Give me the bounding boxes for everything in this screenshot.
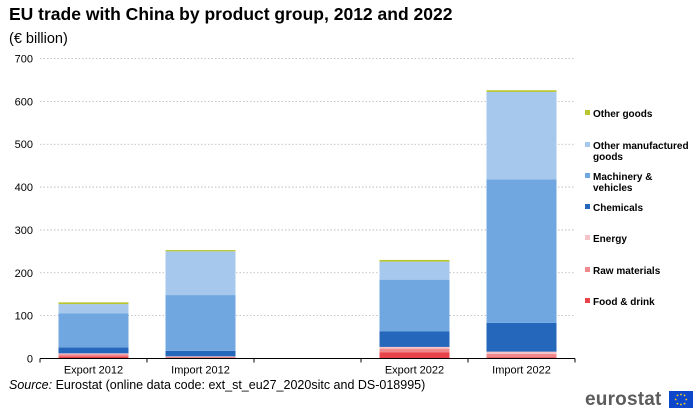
y-tick-label: 100 xyxy=(15,311,33,323)
legend-label: vehicles xyxy=(593,183,633,194)
bar-segment xyxy=(486,179,557,323)
logo-text: eurostat xyxy=(585,389,662,410)
legend-label: goods xyxy=(593,152,623,163)
bar-segment xyxy=(165,251,236,296)
bar-segment xyxy=(165,350,236,357)
legend-swatch xyxy=(585,267,590,272)
legend-swatch xyxy=(585,235,590,240)
source-text: Eurostat (online data code: ext_st_eu27_… xyxy=(55,378,426,392)
y-tick-label: 400 xyxy=(15,182,33,194)
legend-swatch xyxy=(585,173,590,178)
bar-segment xyxy=(58,302,129,305)
bar-segment xyxy=(486,351,557,354)
y-tick-label: 300 xyxy=(15,225,33,237)
y-tick-label: 0 xyxy=(27,354,33,366)
bar-segment xyxy=(379,259,450,262)
x-tick-label: Export 2022 xyxy=(385,365,444,377)
bar-segment xyxy=(486,322,557,352)
bar-segment xyxy=(165,295,236,351)
legend-label: Energy xyxy=(593,234,627,245)
bar-segment xyxy=(379,261,450,280)
bar-segment xyxy=(379,279,450,332)
bar-segment xyxy=(165,250,236,252)
bar-segment xyxy=(379,348,450,353)
legend-swatch xyxy=(585,110,590,115)
bar-segment xyxy=(58,313,129,348)
bar-segment xyxy=(486,91,557,180)
legend-label: Food & drink xyxy=(593,297,655,308)
bar-segment xyxy=(165,356,236,359)
source-label: Source: xyxy=(9,378,53,392)
y-tick-label: 200 xyxy=(15,268,33,280)
legend-label: Machinery & xyxy=(593,172,652,183)
bar-segment xyxy=(379,331,450,347)
bar-segment xyxy=(379,352,450,359)
bar-segment xyxy=(58,356,129,359)
bar-segment xyxy=(58,354,129,357)
legend-swatch xyxy=(585,142,590,147)
source-note: Source: Eurostat (online data code: ext_… xyxy=(9,378,425,392)
y-tick-label: 500 xyxy=(15,139,33,151)
y-tick-label: 700 xyxy=(15,54,33,66)
chart-subtitle: (€ billion) xyxy=(9,31,68,47)
legend-label: Chemicals xyxy=(593,203,643,214)
bar-segment xyxy=(58,347,129,354)
x-tick-label: Import 2022 xyxy=(492,365,551,377)
y-tick-label: 600 xyxy=(15,96,33,108)
legend-swatch xyxy=(585,204,590,209)
x-tick-label: Import 2012 xyxy=(171,365,230,377)
bar-segment xyxy=(58,304,129,314)
eu-flag-icon xyxy=(669,391,693,408)
x-tick-label: Export 2012 xyxy=(64,365,123,377)
legend-label: Raw materials xyxy=(593,266,661,277)
bar-segment xyxy=(486,353,557,358)
bar-segment xyxy=(379,346,450,349)
bar-segment xyxy=(58,353,129,355)
legend-label: Other manufactured xyxy=(593,141,689,152)
bar-segment xyxy=(486,357,557,359)
bar-segment xyxy=(486,90,557,92)
legend-swatch xyxy=(585,298,590,303)
chart-title: EU trade with China by product group, 20… xyxy=(9,4,453,24)
legend-label: Other goods xyxy=(593,109,653,120)
